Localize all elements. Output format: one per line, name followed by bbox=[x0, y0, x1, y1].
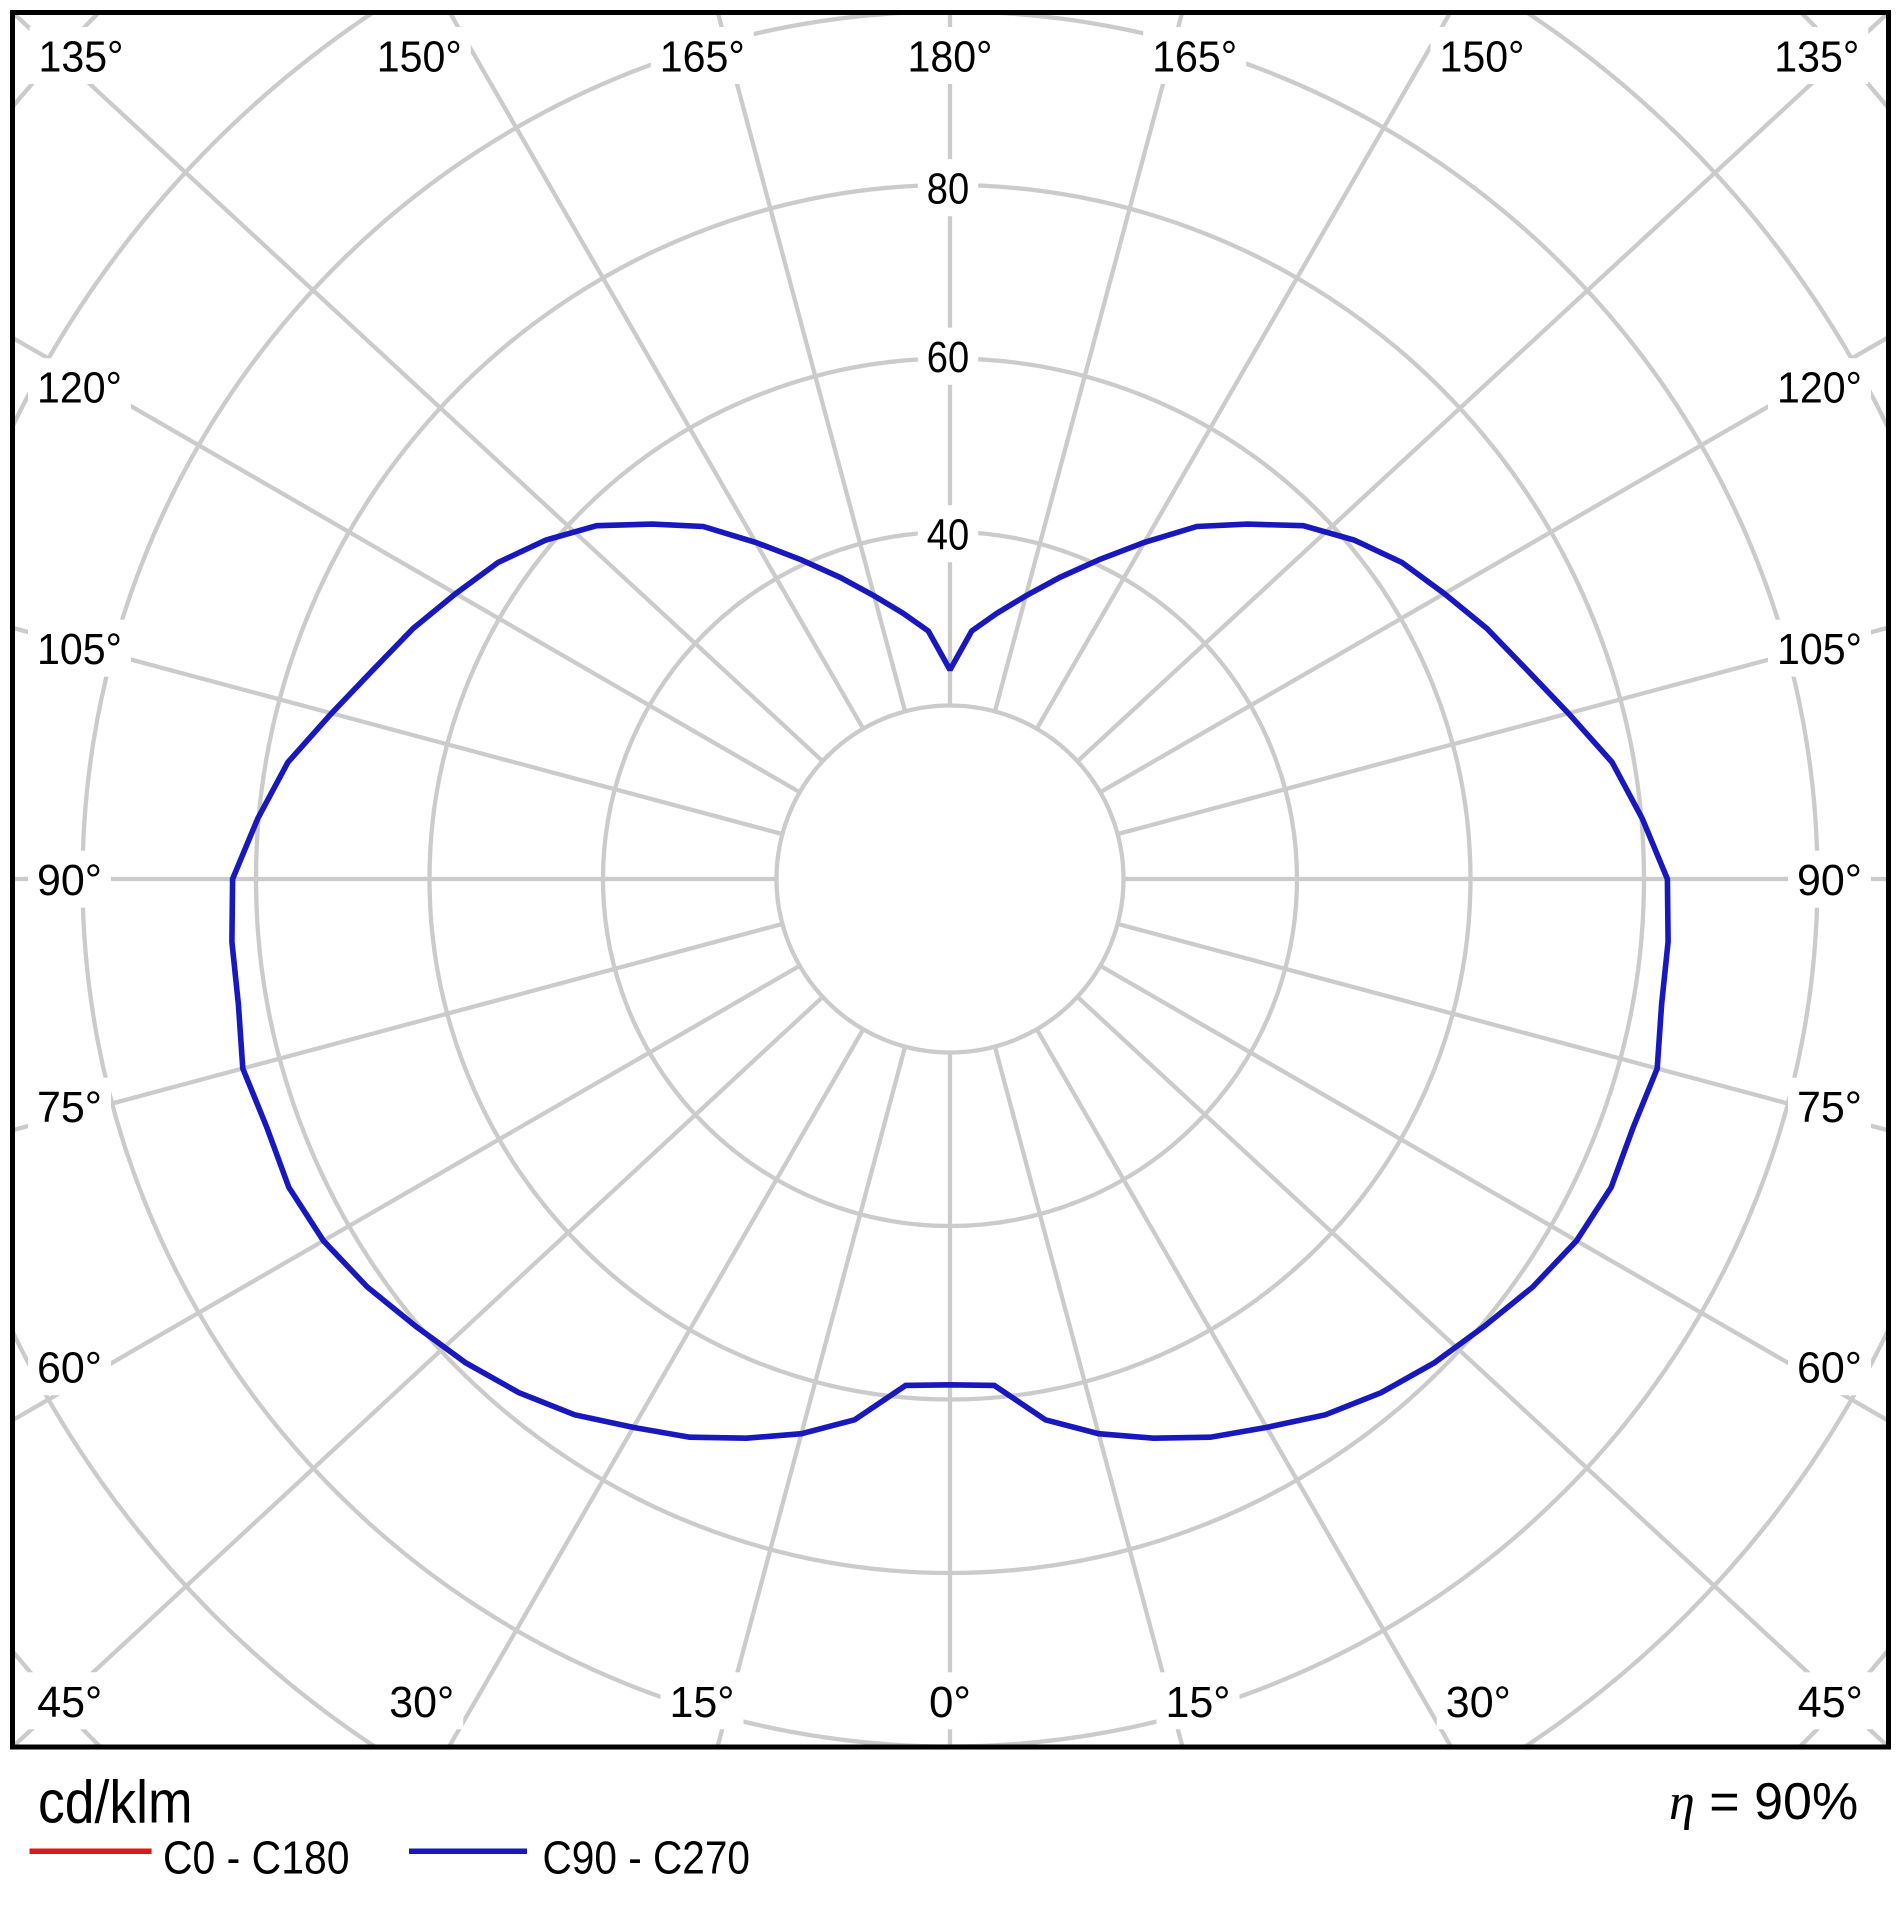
svg-text:120°: 120° bbox=[1777, 364, 1862, 413]
svg-text:135°: 135° bbox=[39, 33, 124, 82]
svg-text:60: 60 bbox=[927, 333, 969, 382]
svg-text:60°: 60° bbox=[1797, 1344, 1862, 1393]
svg-text:15°: 15° bbox=[670, 1678, 735, 1727]
svg-text:90°: 90° bbox=[37, 856, 102, 905]
svg-text:40: 40 bbox=[927, 511, 969, 560]
svg-text:135°: 135° bbox=[1774, 33, 1859, 82]
svg-text:165°: 165° bbox=[660, 33, 745, 82]
svg-text:60°: 60° bbox=[37, 1344, 102, 1393]
svg-text:75°: 75° bbox=[1797, 1083, 1862, 1132]
svg-text:80: 80 bbox=[927, 165, 969, 214]
svg-text:90°: 90° bbox=[1797, 856, 1862, 905]
svg-text:30°: 30° bbox=[1446, 1678, 1511, 1727]
svg-text:C0 - C180: C0 - C180 bbox=[163, 1832, 350, 1884]
svg-text:165°: 165° bbox=[1152, 33, 1237, 82]
svg-text:150°: 150° bbox=[1440, 33, 1525, 82]
svg-text:105°: 105° bbox=[37, 625, 122, 674]
svg-text:C90 - C270: C90 - C270 bbox=[543, 1832, 751, 1884]
svg-text:180°: 180° bbox=[908, 33, 993, 82]
svg-text:105°: 105° bbox=[1777, 625, 1862, 674]
svg-text:150°: 150° bbox=[377, 33, 462, 82]
svg-text:45°: 45° bbox=[1798, 1678, 1863, 1727]
svg-text:75°: 75° bbox=[37, 1083, 102, 1132]
svg-text:η = 90%: η = 90% bbox=[1669, 1773, 1858, 1831]
svg-text:30°: 30° bbox=[389, 1678, 454, 1727]
svg-text:15°: 15° bbox=[1166, 1678, 1231, 1727]
svg-text:120°: 120° bbox=[37, 364, 122, 413]
svg-text:45°: 45° bbox=[37, 1678, 102, 1727]
svg-text:0°: 0° bbox=[929, 1678, 971, 1727]
svg-text:cd/klm: cd/klm bbox=[38, 1769, 193, 1836]
